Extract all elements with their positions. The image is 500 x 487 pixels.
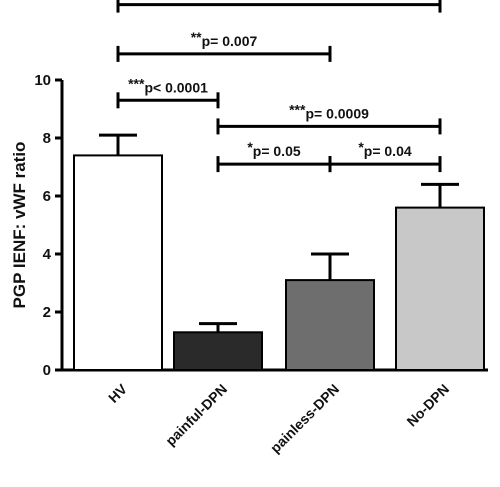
significance-stars: *** bbox=[289, 101, 306, 117]
x-tick-label-No-DPN: No-DPN bbox=[403, 381, 452, 430]
y-tick-label: 10 bbox=[34, 72, 51, 89]
y-tick-label: 6 bbox=[43, 188, 51, 205]
bar-No-DPN bbox=[395, 206, 485, 371]
y-axis-label: PGP IENF: vWF ratio bbox=[10, 142, 29, 309]
y-tick-label: 0 bbox=[43, 362, 51, 379]
significance-brackets: p= 0.14**p= 0.007***p< 0.0001***p= 0.000… bbox=[116, 0, 442, 173]
p-value: p= 0.04 bbox=[364, 143, 412, 159]
bar-painful-DPN bbox=[173, 331, 263, 371]
p-value: p= 0.007 bbox=[202, 33, 258, 49]
significance-stars: ** bbox=[191, 29, 202, 45]
x-tick-label-HV: HV bbox=[105, 380, 131, 406]
p-value: p= 0.05 bbox=[253, 143, 301, 159]
bar-HV bbox=[73, 154, 163, 371]
significance-stars: * bbox=[247, 139, 253, 155]
significance-label: *p= 0.05 bbox=[247, 139, 301, 159]
significance-stars: *** bbox=[128, 75, 145, 91]
bar-painless-DPN bbox=[285, 279, 375, 372]
significance-label: *p= 0.04 bbox=[358, 139, 412, 159]
p-value: p= 0.0009 bbox=[305, 105, 369, 121]
x-tick-label-painful-DPN: painful-DPN bbox=[162, 381, 230, 449]
significance-label: ***p= 0.0009 bbox=[289, 101, 369, 121]
y-tick-label: 4 bbox=[43, 246, 52, 263]
y-tick-label: 8 bbox=[43, 130, 51, 147]
x-tick-label-painless-DPN: painless-DPN bbox=[267, 381, 342, 456]
significance-label: **p= 0.007 bbox=[191, 29, 258, 49]
significance-stars: * bbox=[358, 139, 364, 155]
y-ticks: 0 2 4 6 8 10 bbox=[34, 72, 62, 379]
bars bbox=[73, 154, 485, 372]
p-value: p< 0.0001 bbox=[144, 79, 208, 95]
y-tick-label: 2 bbox=[43, 304, 51, 321]
error-bars bbox=[99, 133, 459, 333]
x-tick-labels: HV painful-DPN painless-DPN No-DPN bbox=[105, 380, 452, 456]
significance-label: ***p< 0.0001 bbox=[128, 75, 208, 95]
